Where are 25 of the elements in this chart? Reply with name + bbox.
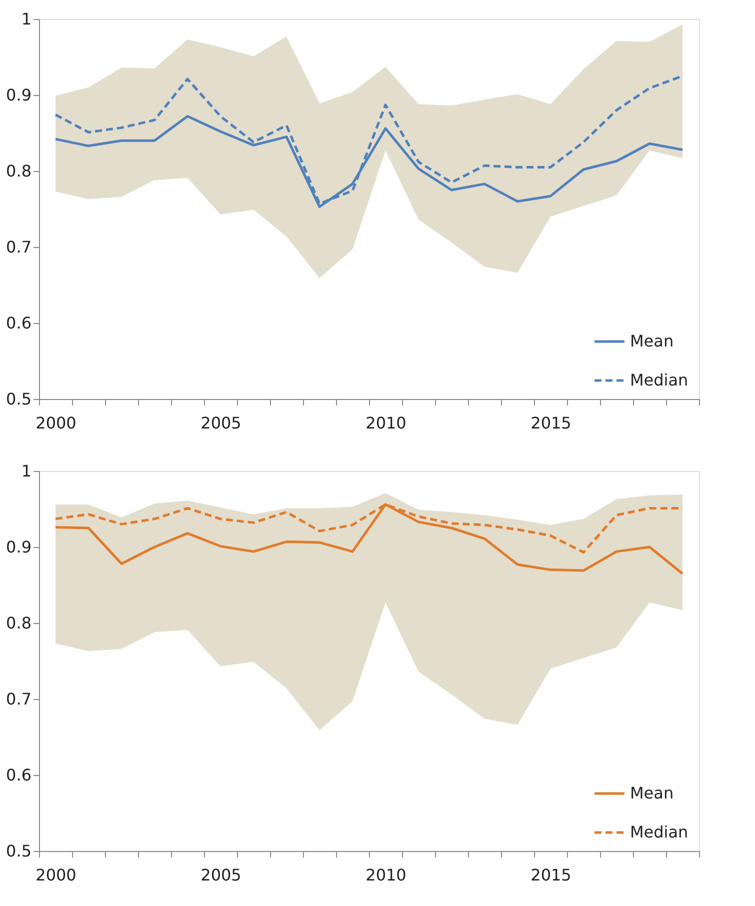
- y-tick-label: 0.7: [6, 690, 32, 708]
- x-tick-label: 2015: [530, 866, 572, 884]
- legend-label: Mean: [630, 784, 674, 802]
- x-tick-label: 2000: [36, 866, 76, 884]
- line-series: [54, 503, 684, 575]
- x-tick-label: 2005: [200, 866, 242, 884]
- y-tick-label: 1: [21, 10, 32, 28]
- y-tick-label: 0.7: [6, 238, 32, 256]
- legend-label: Median: [630, 370, 688, 390]
- legend-label: Mean: [630, 332, 674, 350]
- x-tick-label: 2010: [366, 414, 406, 432]
- x-tick-label: 2005: [200, 414, 242, 432]
- x-tick-label: 2000: [36, 414, 76, 432]
- y-tick-label: 0.5: [6, 842, 32, 860]
- y-tick-label: 1: [21, 462, 32, 480]
- legend-label: Median: [630, 822, 688, 842]
- y-tick-label: 0.8: [6, 162, 32, 180]
- y-tick-label: 0.9: [6, 538, 32, 556]
- x-tick-label: 2015: [530, 414, 572, 432]
- y-tick-label: 0.6: [6, 314, 32, 332]
- y-tick-label: 0.9: [6, 86, 32, 104]
- y-tick-label: 0.5: [6, 390, 32, 408]
- y-tick-label: 0.6: [6, 766, 32, 784]
- x-tick-label: 2010: [366, 866, 406, 884]
- y-tick-label: 0.8: [6, 614, 32, 632]
